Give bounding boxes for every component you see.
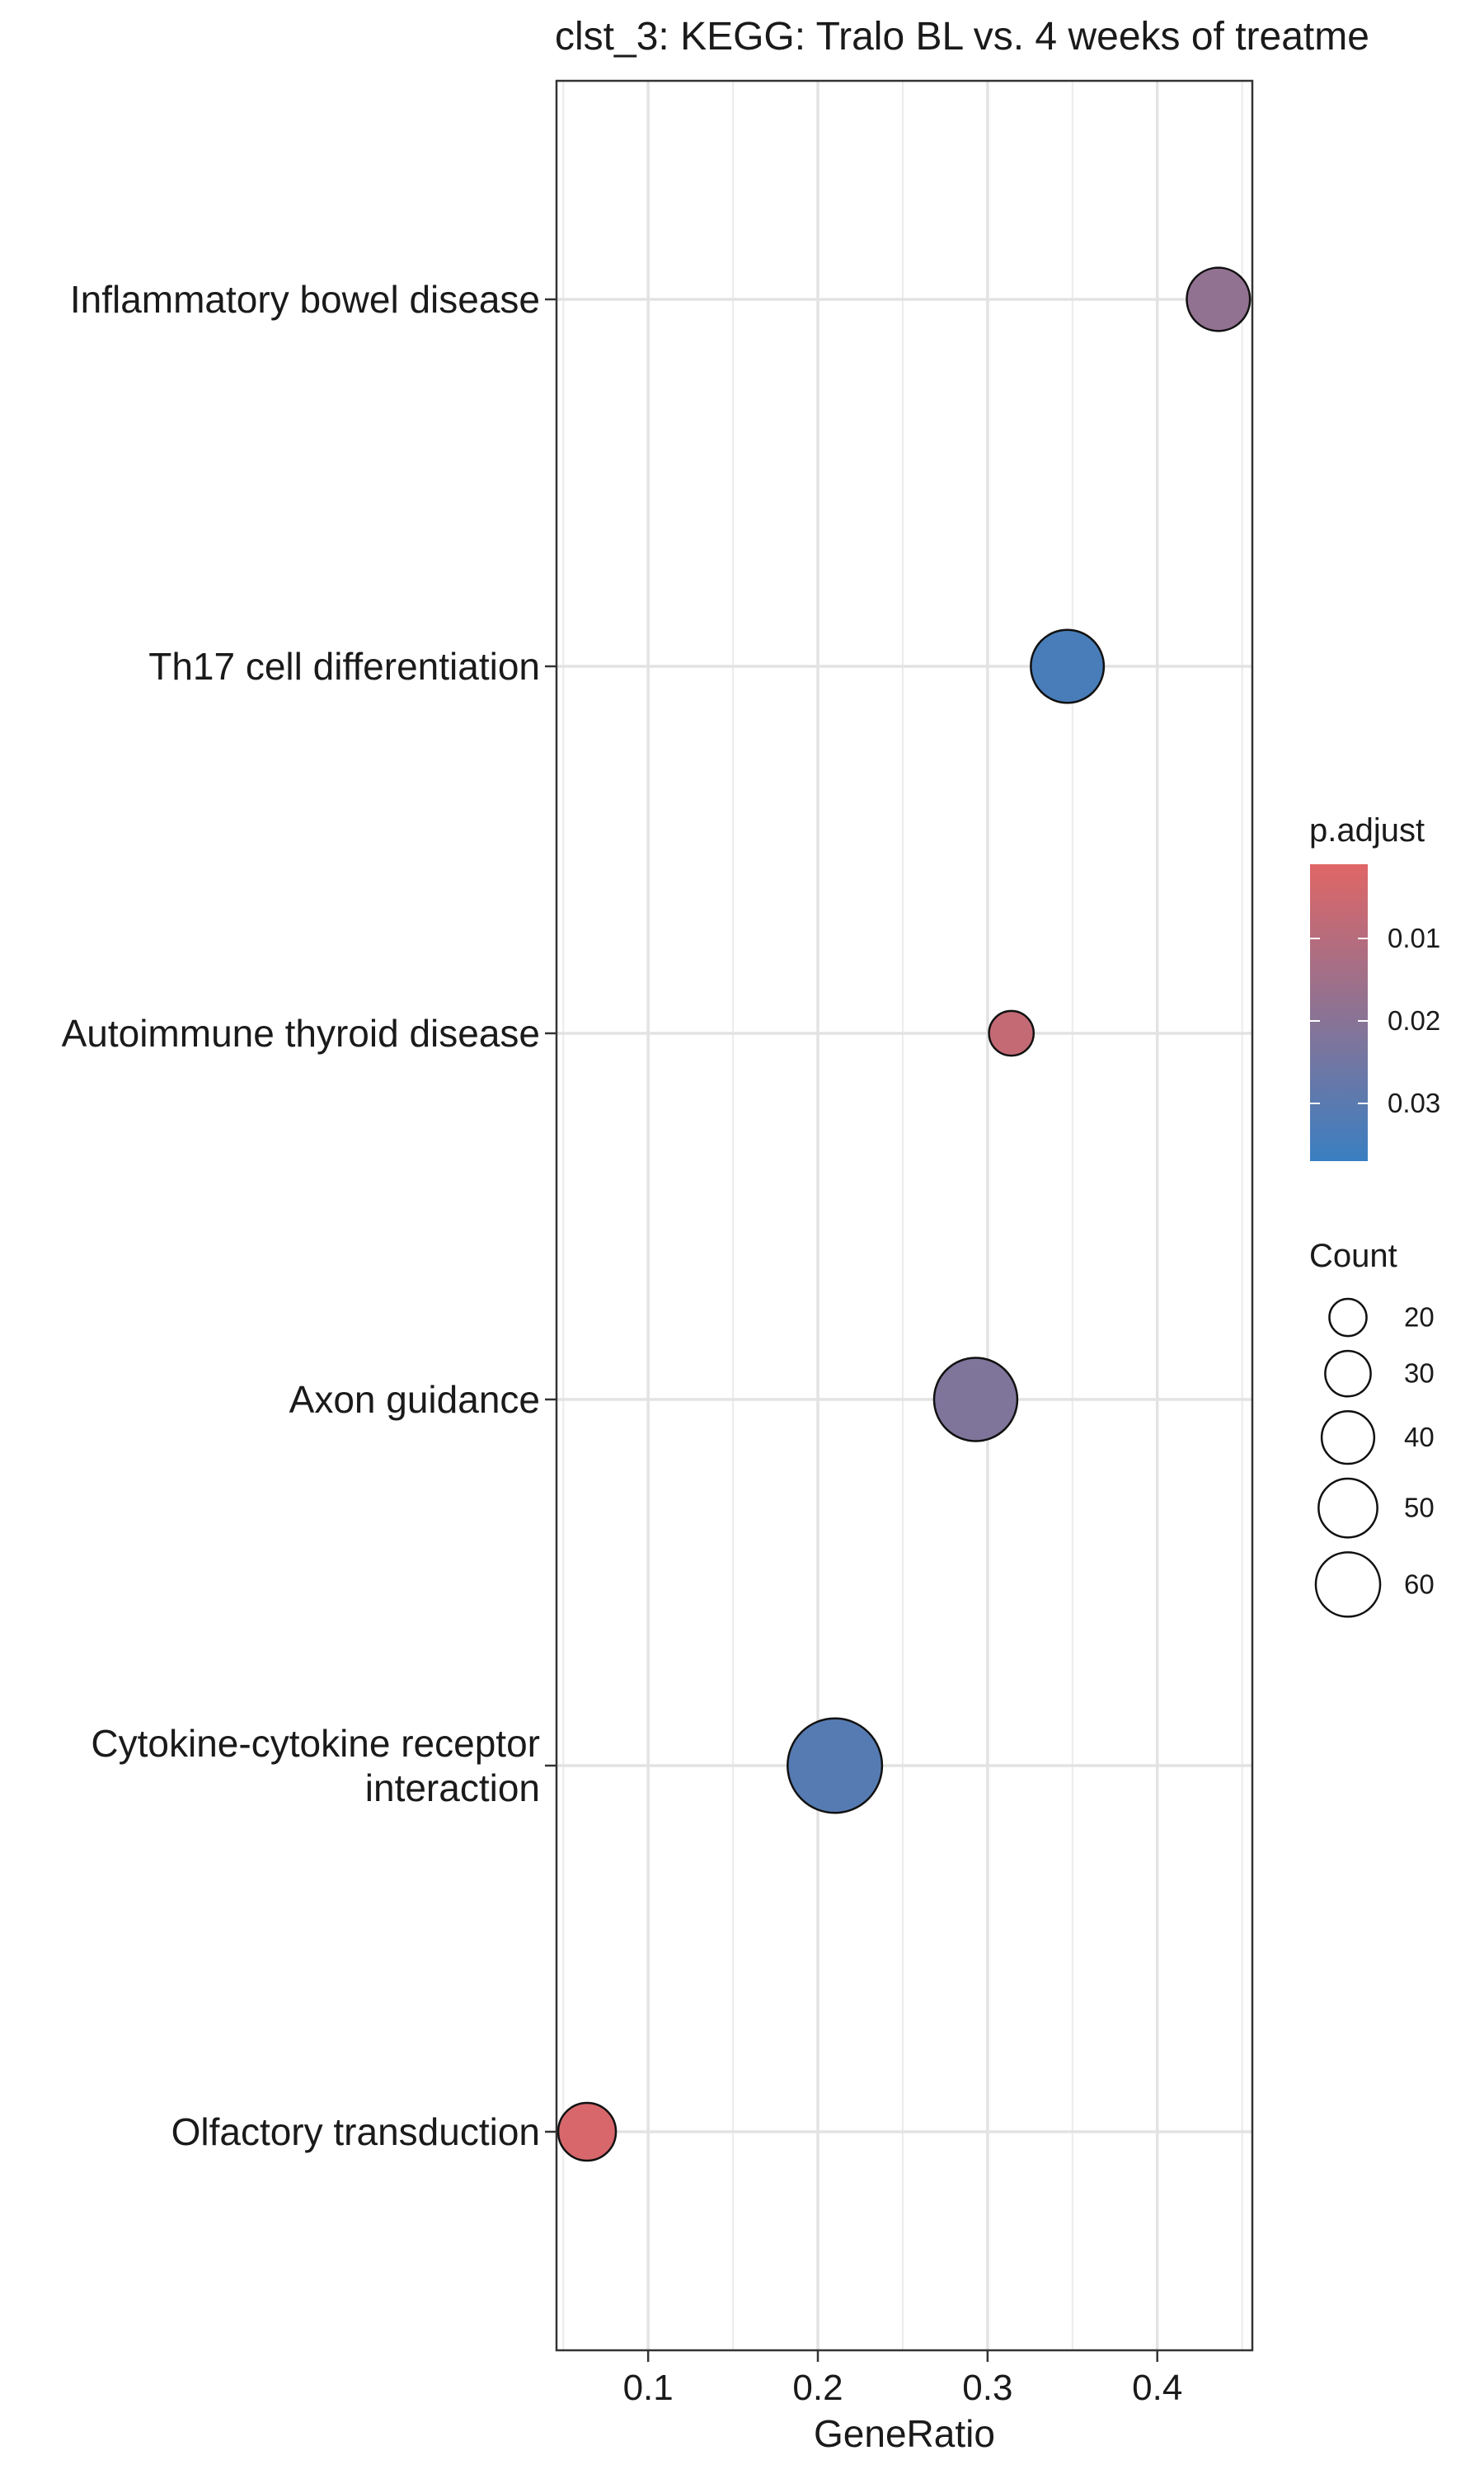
color-legend-label: 0.02 (1388, 1005, 1440, 1036)
size-legend-circle (1314, 1551, 1382, 1618)
color-legend-label: 0.01 (1388, 923, 1440, 953)
data-points (556, 266, 1252, 2162)
y-category-label: Inflammatory bowel disease (70, 278, 540, 321)
data-point (787, 1717, 884, 1814)
y-category-label: Cytokine-cytokine receptor (91, 1722, 540, 1765)
size-legend-circle (1328, 1297, 1368, 1338)
size-legend-label: 60 (1404, 1569, 1435, 1599)
x-tick-label: 0.2 (792, 2368, 843, 2408)
x-tick-label: 0.3 (962, 2368, 1012, 2408)
y-axis-categories: Inflammatory bowel disease Th17 cell diff… (62, 278, 556, 2153)
y-category-label: interaction (365, 1766, 540, 1809)
size-legend-circle (1320, 1410, 1376, 1465)
color-legend-title: p.adjust (1309, 812, 1425, 849)
plot-panel (556, 81, 1252, 2350)
chart-title: clst_3: KEGG: Tralo BL vs. 4 weeks of tr… (555, 15, 1369, 59)
y-category-label: Olfactory transduction (171, 2110, 540, 2153)
x-tick-label: 0.1 (623, 2368, 674, 2408)
x-tick-label: 0.4 (1132, 2368, 1182, 2408)
size-legend: Count 20 30 40 50 60 (1309, 1238, 1435, 1618)
y-category-label: Th17 cell differentiation (148, 645, 540, 688)
size-legend-label: 40 (1404, 1422, 1435, 1452)
size-legend-title: Count (1309, 1238, 1397, 1274)
data-point (932, 1357, 1019, 1442)
grid-lines (556, 81, 1252, 2350)
x-axis-title: GeneRatio (814, 2412, 995, 2455)
size-legend-label: 30 (1404, 1358, 1435, 1389)
data-point (988, 1009, 1036, 1057)
y-category-label: Axon guidance (289, 1378, 540, 1421)
y-category-label: Autoimmune thyroid disease (62, 1012, 540, 1055)
size-legend-circle (1324, 1349, 1372, 1398)
x-axis-ticks: 0.1 0.2 0.3 0.4 (623, 2350, 1182, 2408)
color-legend-bar (1310, 864, 1368, 1161)
data-point (1030, 628, 1106, 704)
plot-border (555, 79, 1254, 2352)
data-point (556, 2101, 618, 2162)
data-point (1186, 266, 1252, 332)
size-legend-circle (1317, 1477, 1378, 1539)
color-legend: p.adjust 0.01 0.02 0.03 (1309, 812, 1440, 1161)
size-legend-label: 20 (1404, 1302, 1435, 1333)
size-legend-label: 50 (1404, 1493, 1435, 1523)
color-legend-label: 0.03 (1388, 1088, 1440, 1118)
